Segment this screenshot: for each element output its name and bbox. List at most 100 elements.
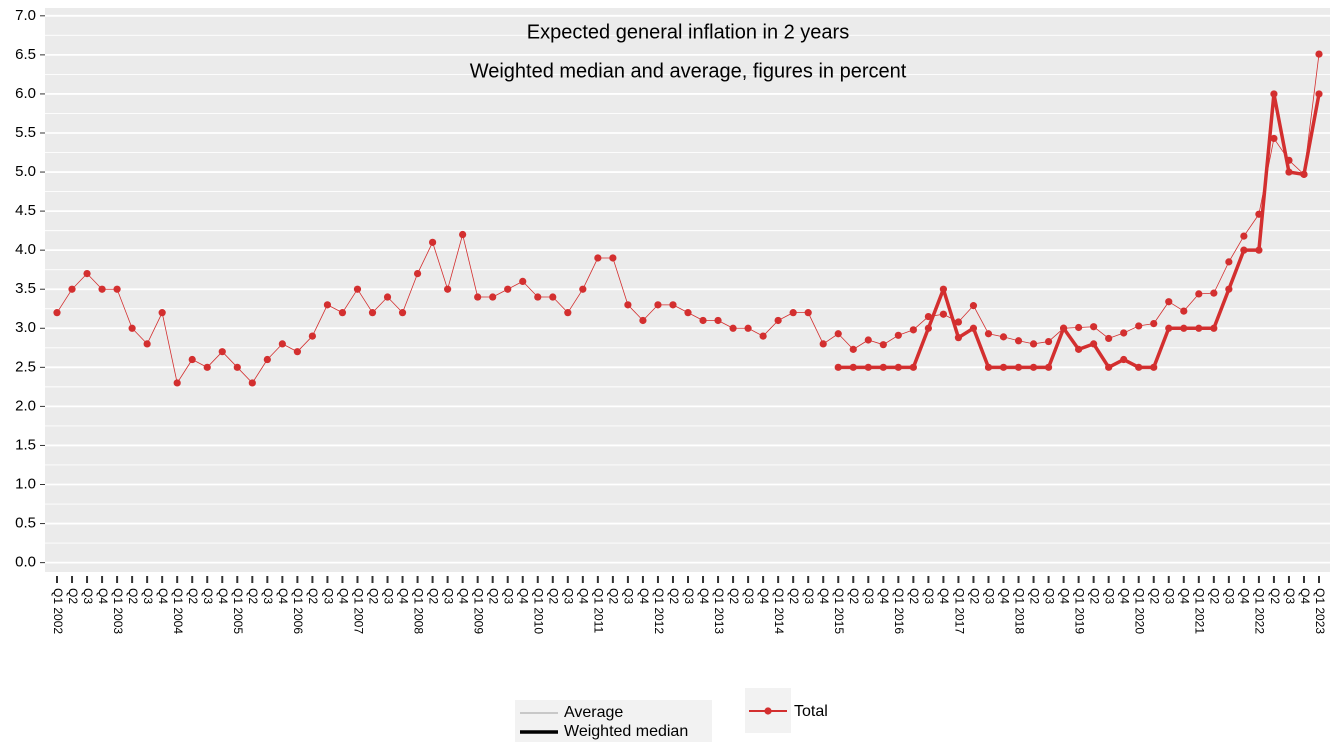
- x-tick-label: Q1 2012: [652, 588, 666, 634]
- data-point: [894, 331, 902, 339]
- data-point: [1255, 246, 1263, 254]
- x-tick-label: Q2: [967, 588, 981, 604]
- marks: [53, 50, 1323, 387]
- data-point: [1075, 345, 1083, 353]
- x-tick-label: Q2: [186, 588, 200, 604]
- x-tick-label: Q3: [81, 588, 95, 604]
- data-point: [1180, 324, 1188, 332]
- y-tick-label: 4.5: [15, 202, 36, 219]
- x-tick-label: Q4: [396, 588, 410, 604]
- data-point: [1300, 170, 1308, 178]
- x-tick-label: Q1 2013: [712, 588, 726, 634]
- y-tick-label: 4.0: [15, 241, 36, 258]
- data-point: [459, 230, 467, 239]
- legend-label: Weighted median: [564, 723, 688, 740]
- y-tick-label: 3.5: [15, 280, 36, 297]
- data-point: [1225, 285, 1233, 293]
- data-point: [1210, 324, 1218, 332]
- x-tick-label: Q2: [1268, 588, 1282, 604]
- y-tick-label: 5.5: [15, 124, 36, 141]
- x-tick-label: Q1 2022: [1253, 588, 1267, 634]
- data-point: [1270, 134, 1278, 143]
- x-tick-label: Q3: [1283, 588, 1297, 604]
- data-point: [624, 301, 632, 309]
- data-point: [969, 302, 978, 310]
- data-point: [1180, 307, 1188, 315]
- data-point: [158, 309, 166, 317]
- x-tick-label: Q4: [517, 588, 531, 604]
- data-point: [188, 355, 196, 364]
- data-point: [999, 333, 1008, 341]
- data-point: [1150, 363, 1158, 371]
- data-point: [1315, 50, 1323, 58]
- x-tick-label: Q3: [562, 588, 576, 604]
- x-tick-label: Q2: [126, 588, 140, 604]
- x-tick-label: Q1 2004: [171, 588, 185, 634]
- data-point: [789, 309, 797, 317]
- y-tick-label: 6.5: [15, 46, 36, 63]
- data-point: [549, 293, 557, 301]
- x-tick-label: Q1 2019: [1072, 588, 1086, 634]
- data-point: [218, 348, 226, 356]
- x-tick-label: Q2: [246, 588, 260, 604]
- x-tick-label: Q3: [802, 588, 816, 604]
- data-point: [368, 309, 377, 317]
- x-tick-label: Q1 2017: [952, 588, 966, 634]
- x-tick-label: Q2: [847, 588, 861, 604]
- data-point: [353, 285, 362, 293]
- x-tick-label: Q4: [336, 588, 350, 604]
- x-tick-label: Q2: [1208, 588, 1222, 604]
- x-tick-label: Q2: [607, 588, 621, 604]
- data-point: [1270, 90, 1278, 98]
- x-tick-label: Q3: [1042, 588, 1056, 604]
- data-point: [729, 324, 737, 332]
- data-point: [879, 341, 887, 349]
- grid: [45, 14, 1330, 564]
- x-tick-label: Q2: [787, 588, 801, 604]
- data-point: [1120, 355, 1128, 364]
- legend-swatch: [764, 707, 772, 715]
- data-point: [894, 363, 902, 371]
- y-tick-label: 7.0: [15, 7, 36, 24]
- y-tick-label: 1.5: [15, 436, 36, 453]
- data-point: [1135, 363, 1143, 371]
- x-tick-label: Q2: [306, 588, 320, 604]
- x-tick-label: Q4: [1238, 588, 1252, 604]
- y-tick-label: 2.0: [15, 397, 36, 414]
- data-point: [534, 293, 542, 301]
- x-tick-label: Q2: [1148, 588, 1162, 604]
- legend: Average Weighted median Total: [520, 703, 828, 740]
- data-point: [984, 363, 993, 371]
- y-tick-label: 2.5: [15, 358, 36, 375]
- data-point: [1285, 168, 1293, 176]
- y-tick-label: 1.0: [15, 475, 36, 492]
- x-tick-label: Q3: [1163, 588, 1177, 604]
- data-point: [699, 316, 707, 325]
- x-tick-label: Q3: [441, 588, 455, 604]
- data-point: [504, 285, 512, 293]
- x-tick-label: Q1 2020: [1133, 588, 1147, 634]
- data-point: [83, 269, 91, 278]
- data-point: [203, 363, 211, 371]
- x-tick-label: Q3: [321, 588, 335, 604]
- x-tick-label: Q4: [96, 588, 110, 604]
- y-tick-label: 5.0: [15, 163, 36, 180]
- data-point: [1029, 340, 1038, 348]
- x-tick-label: Q4: [877, 588, 891, 604]
- data-point: [564, 309, 572, 317]
- x-tick-label: Q1 2016: [892, 588, 906, 634]
- x-tick-label: Q1 2006: [291, 588, 305, 634]
- data-point: [323, 301, 332, 309]
- data-point: [233, 363, 241, 371]
- x-tick-label: Q4: [757, 588, 771, 604]
- x-tick-label: Q2: [547, 588, 561, 604]
- x-tick-label: Q3: [141, 588, 155, 604]
- data-point: [1315, 90, 1323, 98]
- data-point: [1135, 322, 1143, 330]
- x-tick-label: Q4: [817, 588, 831, 604]
- data-point: [864, 336, 872, 344]
- data-point: [1165, 324, 1173, 332]
- data-point: [1014, 363, 1023, 371]
- x-tick-label: Q4: [276, 588, 290, 604]
